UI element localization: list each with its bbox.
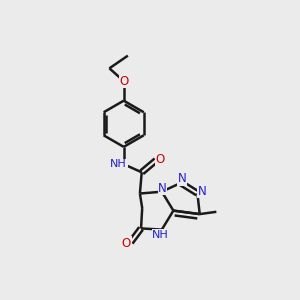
Text: O: O (119, 74, 128, 88)
Text: N: N (198, 184, 206, 197)
Text: N: N (158, 182, 167, 195)
Text: O: O (122, 237, 131, 250)
Text: N: N (178, 172, 186, 185)
Text: NH: NH (110, 159, 127, 169)
Text: NH: NH (152, 230, 169, 240)
Text: O: O (156, 153, 165, 166)
